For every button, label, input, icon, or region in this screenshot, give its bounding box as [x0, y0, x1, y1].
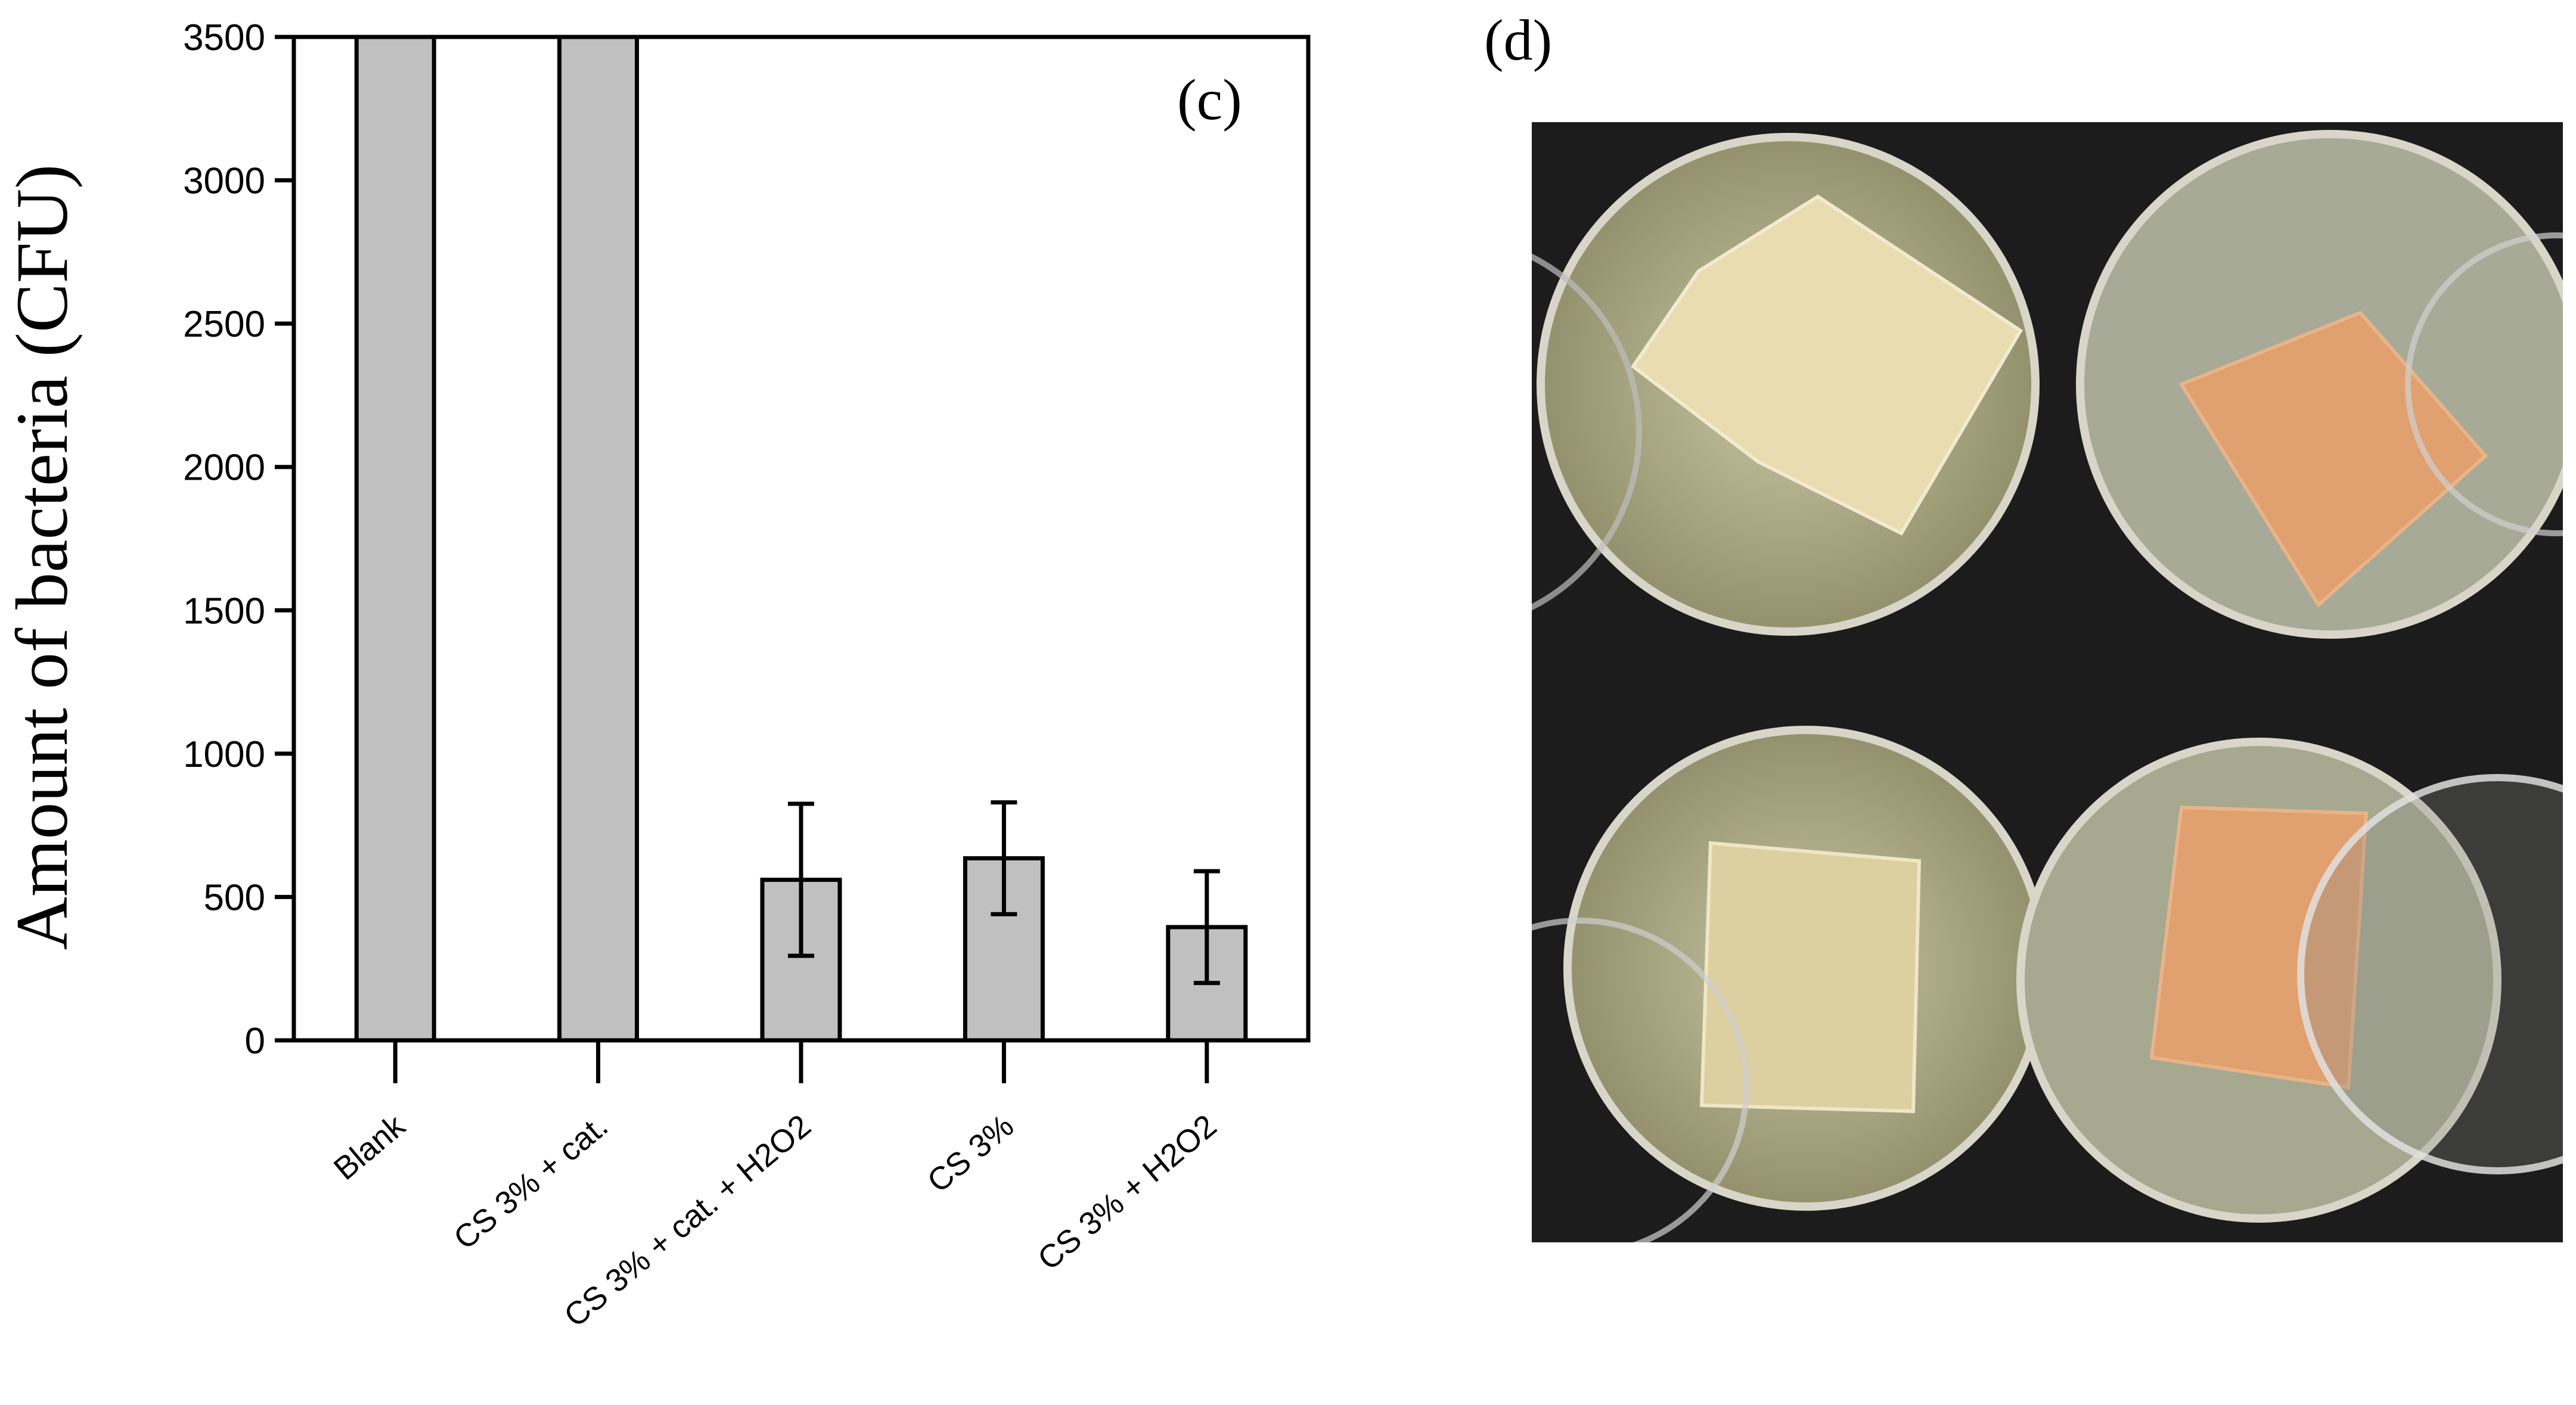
bar — [557, 35, 640, 1043]
petri-dish-photo — [1532, 122, 2563, 1242]
y-axis-label: Amount of bacteria (CFU) — [1, 164, 83, 950]
y-tick-label: 1500 — [183, 590, 265, 632]
petri-dish-bottom-right — [2016, 738, 2563, 1223]
y-tick-label: 2000 — [183, 447, 265, 489]
photo-panel-label: (d) — [1484, 8, 1553, 73]
y-tick-label: 3000 — [183, 161, 265, 202]
bar-chart-panel: 0 500 1000 1500 2000 2500 3000 3500 Blank CS 3% +… — [1, 17, 1311, 1334]
bar — [354, 35, 436, 1043]
y-tick-label: 500 — [204, 877, 265, 918]
petri-dish-edge-left — [1532, 253, 1642, 611]
bar-chart: 0 500 1000 1500 2000 2500 3000 3500 Blank CS 3% +… — [1, 17, 1311, 1334]
film-sample-light — [1630, 194, 2023, 536]
y-tick-label: 1000 — [183, 734, 265, 775]
x-tick-label: CS 3% — [921, 1108, 1020, 1199]
photo-panel: (d) — [1472, 0, 2576, 1405]
petri-dish-bottom-left — [1532, 726, 2049, 1242]
petri-dish-top-left — [1537, 133, 2040, 636]
x-tick-label: CS 3% + cat. — [447, 1108, 614, 1257]
plot-area: 0 500 1000 1500 2000 2500 3000 3500 Blank CS 3% +… — [183, 17, 1311, 1334]
petri-dish-top-right — [2076, 130, 2563, 639]
y-tick-label: 2500 — [183, 304, 265, 345]
film-sample-light — [1699, 841, 1922, 1114]
y-tick-label: 0 — [245, 1021, 265, 1062]
chart-panel-label: (c) — [1177, 68, 1242, 132]
film-sample-orange — [2149, 805, 2369, 1090]
x-tick-label: Blank — [327, 1108, 412, 1187]
x-tick-label: CS 3% + H2O2 — [1031, 1108, 1224, 1277]
y-tick-label: 3500 — [183, 17, 265, 58]
